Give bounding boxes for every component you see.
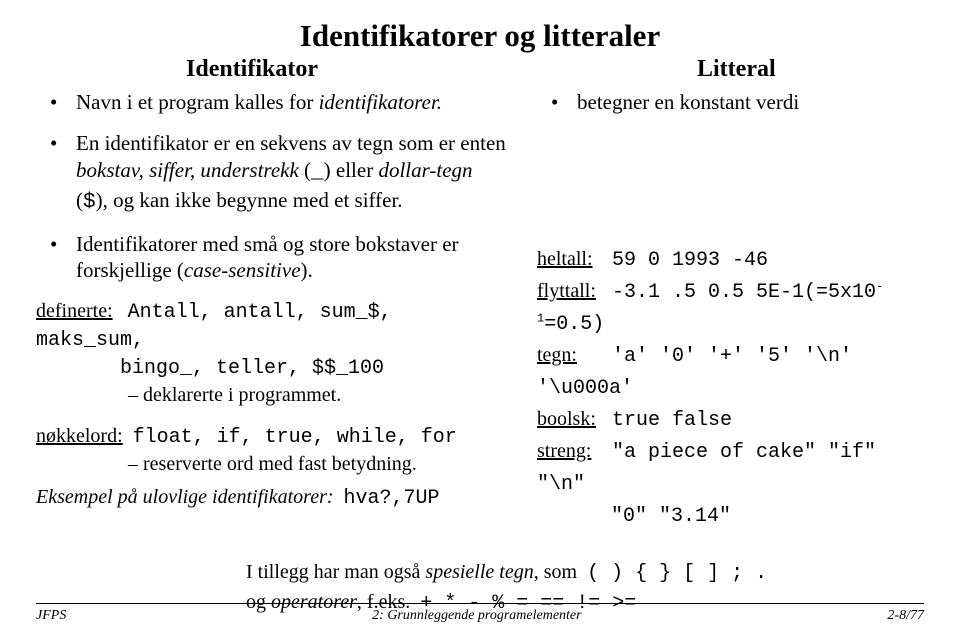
- def-sub: – deklarerte i programmet.: [36, 382, 509, 409]
- lit-streng-2: "0" "3.14": [537, 500, 924, 532]
- heading-litteral: Litteral: [537, 56, 924, 83]
- code: ( ) { } [ ] ; .: [587, 562, 767, 585]
- footer: JFPS 2: Grunnleggende programelementer 2…: [36, 603, 924, 624]
- column-left: Identifikator Navn i et program kalles f…: [36, 56, 509, 532]
- illegal-block: Eksempel på ulovlige identifikatorer: hv…: [36, 484, 509, 512]
- column-right: Litteral betegner en konstant verdi helt…: [537, 56, 924, 532]
- lit-heltall: heltall: 59 0 1993 -46: [537, 244, 924, 276]
- code: $: [83, 191, 96, 214]
- code: 59 0 1993 -46: [612, 249, 768, 272]
- lit-boolsk: boolsk: true false: [537, 404, 924, 436]
- text-italic: spesielle tegn: [425, 561, 533, 583]
- text-italic: case-sensitive: [184, 258, 301, 282]
- code: true false: [612, 409, 732, 432]
- code: bingo_, teller, $$_100: [120, 357, 384, 380]
- columns: Identifikator Navn i et program kalles f…: [36, 56, 924, 532]
- key-sub: – reserverte ord med fast betydning.: [36, 451, 509, 478]
- text: ), og kan ikke begynne med et siffer.: [96, 188, 403, 212]
- text: I tillegg har man også: [246, 561, 425, 583]
- code: _: [311, 161, 324, 184]
- code: hva?,7UP: [344, 487, 440, 510]
- text: ).: [301, 258, 313, 282]
- label-nokkelord: nøkkelord:: [36, 425, 123, 447]
- nokkelord-block: nøkkelord: float, if, true, while, for –…: [36, 423, 509, 478]
- code: "0" "3.14": [611, 505, 731, 528]
- slide: Identifikatorer og litteraler Identifika…: [0, 0, 960, 636]
- footer-right: 2-8/77: [887, 608, 924, 624]
- left-bullet-1: Navn i et program kalles for identifikat…: [36, 89, 509, 116]
- text: (: [299, 158, 311, 182]
- footer-left: JFPS: [36, 608, 66, 624]
- text: , som: [534, 561, 577, 583]
- label: tegn:: [537, 340, 607, 371]
- label-definerte: definerte:: [36, 300, 113, 322]
- lit-flyttall: flyttall: -3.1 .5 0.5 5E-1(=5x10-1=0.5): [537, 276, 924, 340]
- lit-tegn: tegn: 'a' '0' '+' '5' '\n' '\u000a': [537, 340, 924, 404]
- code: =0.5): [544, 313, 604, 336]
- code: float, if, true, while, for: [133, 426, 457, 449]
- text-italic: dollar-tegn: [378, 158, 472, 182]
- text-italic: Eksempel på ulovlige identifikatorer:: [36, 486, 334, 508]
- text: En identifikator er en sekvens av tegn s…: [76, 131, 506, 155]
- label: boolsk:: [537, 404, 607, 435]
- lit-streng: streng: "a piece of cake" "if" "\n": [537, 436, 924, 500]
- heading-identifikator: Identifikator: [36, 56, 509, 83]
- text: Navn i et program kalles for: [76, 90, 319, 114]
- bottom-line-1: I tillegg har man også spesielle tegn, s…: [246, 558, 924, 588]
- footer-center: 2: Grunnleggende programelementer: [372, 608, 581, 624]
- label: heltall:: [537, 244, 607, 275]
- text-italic: identifikatorer.: [319, 90, 442, 114]
- text: ) eller: [324, 158, 379, 182]
- text: (: [76, 188, 83, 212]
- left-list: Navn i et program kalles for identifikat…: [36, 89, 509, 284]
- label: flyttall:: [537, 276, 607, 307]
- code: -3.1 .5 0.5 5E-1(=5x10: [612, 281, 876, 304]
- label: streng:: [537, 436, 607, 467]
- left-bullet-3: Identifikatorer med små og store bokstav…: [36, 231, 509, 285]
- right-bullet-1: betegner en konstant verdi: [537, 89, 924, 116]
- definerte-block: definerte: Antall, antall, sum_$, maks_s…: [36, 298, 509, 409]
- text-italic: bokstav, siffer, understrekk: [76, 158, 299, 182]
- literal-list: heltall: 59 0 1993 -46 flyttall: -3.1 .5…: [537, 244, 924, 532]
- left-bullet-2: En identifikator er en sekvens av tegn s…: [36, 130, 509, 217]
- right-list: betegner en konstant verdi: [537, 89, 924, 116]
- slide-title: Identifikatorer og litteraler: [36, 18, 924, 54]
